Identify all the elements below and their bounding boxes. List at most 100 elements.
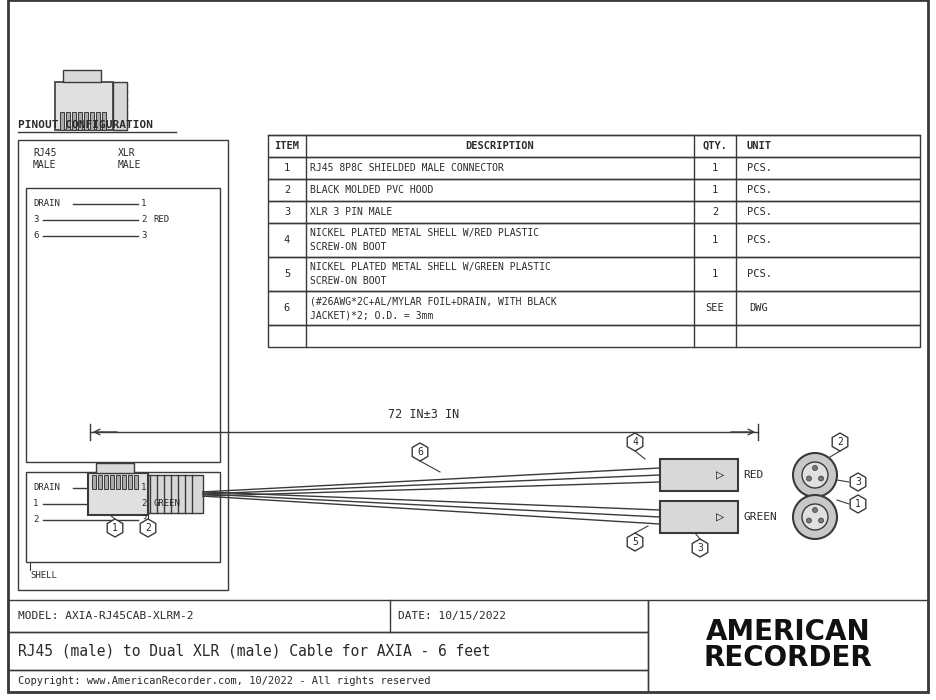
Text: DRAIN: DRAIN <box>33 484 60 493</box>
Text: PCS.: PCS. <box>747 163 771 173</box>
Polygon shape <box>627 433 643 451</box>
Text: QTY.: QTY. <box>703 141 727 151</box>
Bar <box>88 473 148 515</box>
Polygon shape <box>627 533 643 551</box>
Bar <box>104 475 108 489</box>
Bar <box>96 463 134 473</box>
Bar <box>134 475 138 489</box>
Text: RJ45 (male) to Dual XLR (male) Cable for AXIA - 6 feet: RJ45 (male) to Dual XLR (male) Cable for… <box>18 643 490 659</box>
Bar <box>268 201 920 223</box>
Bar <box>63 70 101 82</box>
Text: RJ45
MALE: RJ45 MALE <box>33 148 56 169</box>
Text: 72 IN±3 IN: 72 IN±3 IN <box>388 408 460 421</box>
Text: 5: 5 <box>284 269 290 279</box>
Text: XLR
MALE: XLR MALE <box>118 148 141 169</box>
Text: 1: 1 <box>712 269 718 279</box>
Bar <box>26 472 220 562</box>
Text: 1: 1 <box>712 163 718 173</box>
Text: ITEM: ITEM <box>274 141 300 151</box>
Bar <box>8 670 648 692</box>
Text: ▷: ▷ <box>716 510 724 524</box>
Text: AMERICAN: AMERICAN <box>706 618 870 646</box>
Text: 3: 3 <box>697 543 703 553</box>
Text: 2: 2 <box>837 437 843 447</box>
Text: 1: 1 <box>712 235 718 245</box>
Text: 2: 2 <box>145 523 151 533</box>
Text: 2: 2 <box>141 500 146 508</box>
Text: SEE: SEE <box>706 303 724 313</box>
Bar <box>268 257 920 291</box>
Polygon shape <box>693 539 708 557</box>
Text: 2: 2 <box>712 207 718 217</box>
Text: 1: 1 <box>284 163 290 173</box>
Circle shape <box>807 518 812 523</box>
Text: 1: 1 <box>141 199 146 209</box>
Text: SHELL: SHELL <box>30 571 57 580</box>
Bar <box>92 475 96 489</box>
Text: 4: 4 <box>632 437 638 447</box>
Text: PINOUT CONFIGURATION: PINOUT CONFIGURATION <box>18 120 153 130</box>
Bar <box>268 291 920 325</box>
Circle shape <box>802 462 828 488</box>
Circle shape <box>819 518 824 523</box>
Text: 2: 2 <box>33 515 38 524</box>
Bar <box>72 112 76 130</box>
Bar <box>268 325 920 347</box>
Text: 1: 1 <box>712 185 718 195</box>
Bar <box>90 112 94 130</box>
Text: DATE: 10/15/2022: DATE: 10/15/2022 <box>398 611 506 621</box>
Bar <box>26 188 220 462</box>
Bar <box>660 459 738 491</box>
Text: 2: 2 <box>141 216 146 225</box>
Text: (#26AWG*2C+AL/MYLAR FOIL+DRAIN, WITH BLACK: (#26AWG*2C+AL/MYLAR FOIL+DRAIN, WITH BLA… <box>310 296 557 306</box>
Text: RED: RED <box>743 470 763 480</box>
Bar <box>122 475 126 489</box>
Circle shape <box>812 508 817 512</box>
Text: 4: 4 <box>284 235 290 245</box>
Circle shape <box>793 453 837 497</box>
Text: DWG: DWG <box>750 303 768 313</box>
Polygon shape <box>108 519 123 537</box>
Circle shape <box>819 476 824 481</box>
Text: XLR 3 PIN MALE: XLR 3 PIN MALE <box>310 207 392 217</box>
Bar <box>268 135 920 157</box>
Bar <box>128 475 132 489</box>
Text: RECORDER: RECORDER <box>704 644 872 672</box>
Bar <box>102 112 106 130</box>
Text: JACKET)*2; O.D. = 3mm: JACKET)*2; O.D. = 3mm <box>310 311 433 321</box>
Bar <box>113 82 127 130</box>
Bar <box>78 112 82 130</box>
Text: 3: 3 <box>284 207 290 217</box>
Text: 1: 1 <box>856 499 861 509</box>
Text: 6: 6 <box>417 447 423 457</box>
Bar <box>66 112 70 130</box>
Text: DRAIN: DRAIN <box>33 199 60 209</box>
Text: RJ45 8P8C SHIELDED MALE CONNECTOR: RJ45 8P8C SHIELDED MALE CONNECTOR <box>310 163 504 173</box>
Text: ▷: ▷ <box>716 468 724 482</box>
Text: 1: 1 <box>33 500 38 508</box>
Text: PCS.: PCS. <box>747 269 771 279</box>
Text: 6: 6 <box>284 303 290 313</box>
Text: 1: 1 <box>141 484 146 493</box>
Text: PCS.: PCS. <box>747 207 771 217</box>
Text: GREEN: GREEN <box>153 500 180 508</box>
Bar <box>8 632 648 670</box>
Polygon shape <box>850 495 866 513</box>
Text: PCS.: PCS. <box>747 185 771 195</box>
Bar <box>110 475 114 489</box>
Bar <box>660 501 738 533</box>
Bar <box>148 475 203 513</box>
Polygon shape <box>412 443 428 461</box>
Text: 3: 3 <box>141 515 146 524</box>
Polygon shape <box>140 519 155 537</box>
Bar <box>648 600 928 692</box>
Text: NICKEL PLATED METAL SHELL W/GREEN PLASTIC: NICKEL PLATED METAL SHELL W/GREEN PLASTI… <box>310 262 551 272</box>
Bar <box>268 179 920 201</box>
Bar <box>116 475 120 489</box>
Text: UNIT: UNIT <box>747 141 771 151</box>
Text: 3: 3 <box>856 477 861 487</box>
Text: 3: 3 <box>33 216 38 225</box>
Polygon shape <box>850 473 866 491</box>
Text: GREEN: GREEN <box>743 512 777 522</box>
Circle shape <box>812 466 817 470</box>
